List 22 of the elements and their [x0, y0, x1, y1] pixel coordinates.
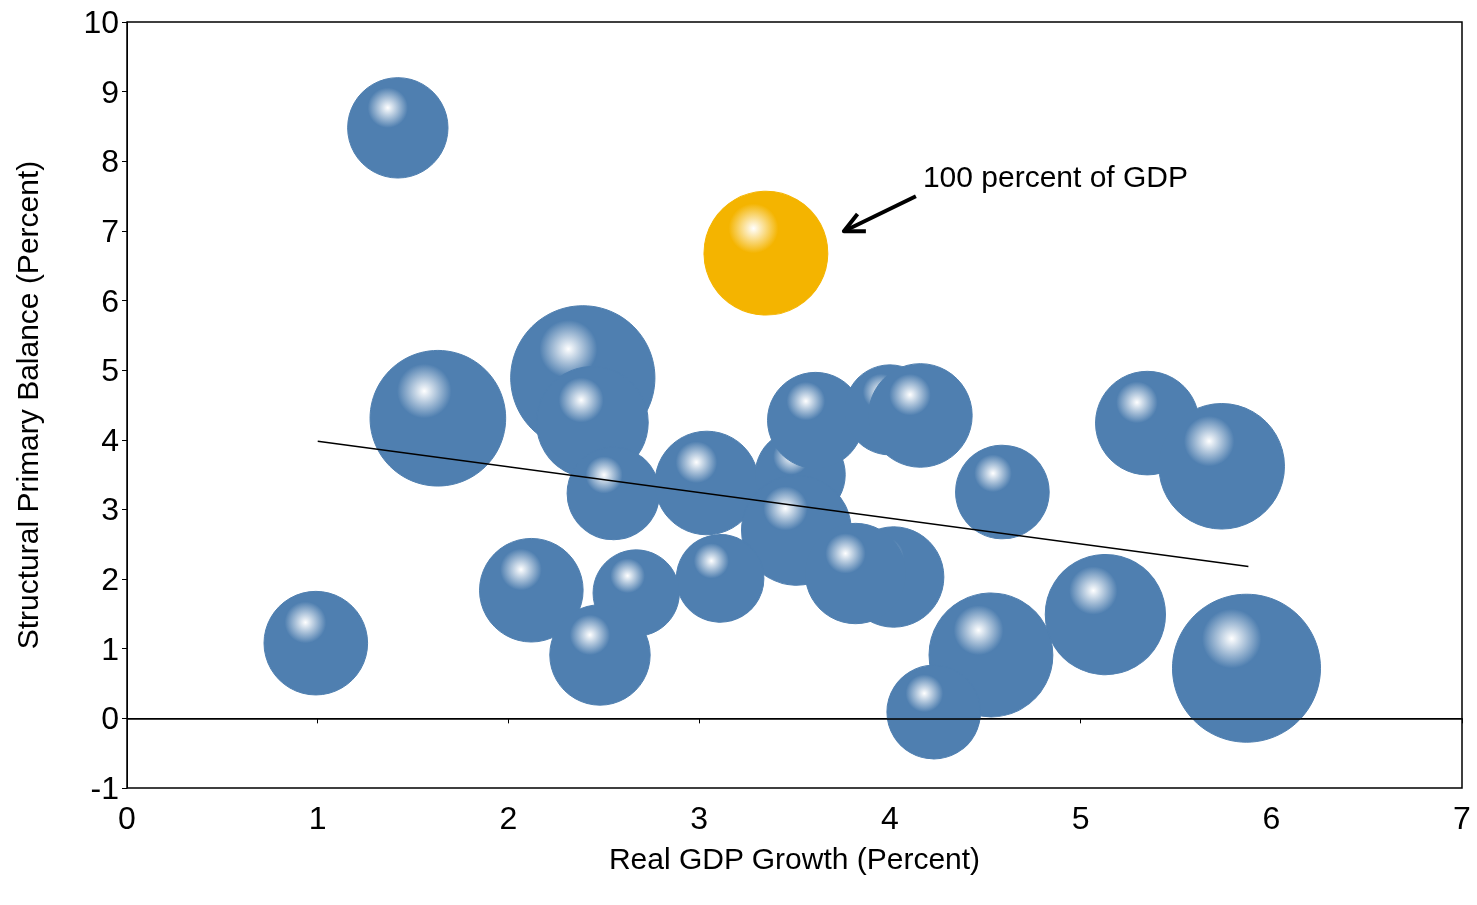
x-axis-title: Real GDP Growth (Percent)	[608, 841, 981, 875]
y-tick-label: 9	[101, 73, 119, 110]
y-tick-label: 2	[101, 561, 119, 598]
y-tick-label: 7	[101, 212, 119, 249]
x-tick-label: 6	[1262, 800, 1281, 836]
y-tick-label: 5	[101, 352, 119, 389]
y-tick-label: -1	[90, 770, 119, 806]
y-tick-label: 10	[83, 4, 119, 40]
y-tick-label: 1	[101, 630, 119, 667]
x-tick-label: 2	[499, 800, 518, 836]
y-tick-label: 6	[101, 282, 119, 319]
y-tick-label: 3	[101, 491, 119, 528]
x-tick-label: 5	[1071, 800, 1090, 836]
y-tick-label: 4	[101, 421, 119, 458]
x-tick-label: 1	[308, 800, 327, 836]
x-tick-label: 7	[1453, 800, 1471, 836]
y-tick-label: 0	[101, 700, 119, 737]
x-tick-label: 4	[880, 800, 899, 836]
y-axis-title: Structural Primary Balance (Percent)	[10, 160, 44, 650]
annotation: 100 percent of GDP	[922, 160, 1189, 195]
y-tick-label: 8	[101, 143, 119, 180]
x-tick-label: 3	[690, 800, 709, 836]
